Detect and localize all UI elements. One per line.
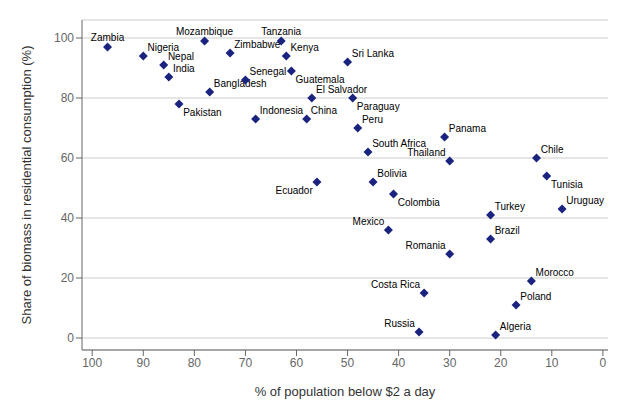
svg-text:Tanzania: Tanzania [261,26,301,37]
svg-text:100: 100 [82,356,102,370]
svg-text:Zambia: Zambia [91,32,125,43]
svg-text:Panama: Panama [449,123,487,134]
svg-text:Romania: Romania [405,240,445,251]
svg-text:0: 0 [67,331,74,345]
svg-text:80: 80 [188,356,202,370]
svg-text:Guatemala: Guatemala [295,74,345,86]
svg-text:80: 80 [61,91,75,105]
svg-text:40: 40 [61,211,75,225]
svg-text:100: 100 [54,31,74,45]
svg-text:20: 20 [494,356,508,370]
svg-text:Turkey: Turkey [495,201,525,212]
svg-text:Uruguay: Uruguay [566,195,604,206]
svg-text:Nepal: Nepal [168,51,194,62]
svg-text:40: 40 [392,356,406,370]
svg-text:Kenya: Kenya [290,42,319,53]
svg-text:10: 10 [545,356,559,370]
svg-text:50: 50 [341,356,355,370]
svg-text:Tunisia: Tunisia [551,179,583,190]
svg-text:Morocco: Morocco [536,267,575,278]
svg-text:Chile: Chile [541,144,564,155]
svg-text:Thailand: Thailand [407,147,445,158]
svg-text:Peru: Peru [362,114,383,125]
svg-text:Bangladesh: Bangladesh [214,78,267,89]
svg-text:Mozambique: Mozambique [176,26,234,37]
svg-text:Algeria: Algeria [500,321,532,332]
svg-text:Russia: Russia [384,318,415,329]
svg-text:90: 90 [137,356,151,370]
svg-text:Mexico: Mexico [353,216,385,227]
svg-text:Costa Rica: Costa Rica [371,279,420,290]
svg-text:% of population below $2 a day: % of population below $2 a day [255,384,436,399]
svg-text:Pakistan: Pakistan [183,107,221,118]
svg-text:0: 0 [600,356,607,370]
svg-text:Nigeria: Nigeria [147,42,180,53]
svg-text:Brazil: Brazil [495,225,520,236]
svg-text:Sri Lanka: Sri Lanka [352,48,395,59]
svg-text:Share of biomass in residentia: Share of biomass in residential consumpt… [19,46,34,325]
svg-text:Colombia: Colombia [398,197,441,208]
svg-text:70: 70 [239,356,253,370]
svg-text:60: 60 [290,356,304,370]
svg-text:Senegal: Senegal [250,66,287,77]
svg-text:India: India [173,63,195,74]
svg-text:South Africa: South Africa [372,138,427,149]
svg-text:Bolivia: Bolivia [377,168,407,179]
svg-text:Indonesia: Indonesia [260,105,304,116]
svg-text:Zimbabwe: Zimbabwe [234,39,281,50]
svg-text:China: China [311,105,338,116]
svg-text:20: 20 [61,271,75,285]
svg-text:Poland: Poland [520,291,551,302]
svg-text:Paraguay: Paraguay [357,101,400,112]
svg-text:60: 60 [61,151,75,165]
svg-text:30: 30 [443,356,457,370]
svg-text:El Salvador: El Salvador [316,84,368,95]
svg-text:Ecuador: Ecuador [275,185,313,196]
